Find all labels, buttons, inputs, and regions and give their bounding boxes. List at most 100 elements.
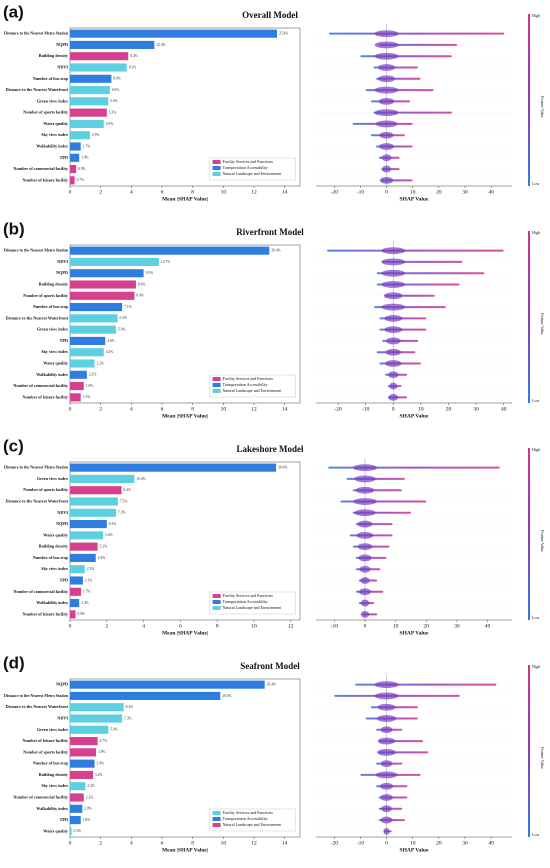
x-tick-label: 40 [488, 189, 494, 195]
category-label: TPD [60, 155, 68, 160]
bar [70, 359, 95, 368]
shap-cluster [360, 599, 370, 607]
bar [70, 599, 80, 608]
category-label: Distance to the Nearest Waterfront [6, 704, 69, 709]
bar [70, 291, 135, 300]
category-label: Number of commercial facility [13, 794, 69, 799]
shap-cluster [379, 143, 395, 150]
bar [70, 29, 277, 38]
shap-cluster [379, 176, 394, 184]
colorbar [528, 231, 530, 403]
category-label: Sky view index [41, 132, 69, 137]
value-label: 1.8% [86, 384, 94, 388]
category-label: Number of sports facility [23, 110, 69, 115]
x-tick-label: 4 [130, 189, 133, 195]
colorbar-low: Low [532, 181, 539, 186]
x-tick-label: -20 [334, 406, 342, 412]
colorbar-label: Feature Value [540, 96, 545, 118]
shap-cluster [381, 805, 393, 813]
x-tick-label: 0 [69, 189, 72, 195]
value-label: 6.3% [120, 316, 128, 320]
bar [70, 131, 90, 140]
bar [70, 165, 77, 174]
value-label: 9.5% [146, 271, 154, 275]
bar [70, 520, 107, 529]
category-label: Distance to the Nearest Metro Station [4, 693, 69, 698]
shap-cluster [380, 816, 393, 824]
value-label: 28.4% [271, 248, 280, 252]
category-label: Walkability index [36, 600, 69, 605]
x-tick-label: -20 [331, 189, 339, 195]
value-label: 5.4% [105, 533, 113, 537]
shap-cluster [384, 314, 403, 322]
shap-cluster [374, 86, 399, 94]
plot-frame [69, 27, 301, 187]
category-label: Green view index [37, 727, 69, 732]
category-label: Sky view index [41, 349, 69, 354]
legend-box [209, 808, 296, 832]
shap-cluster [381, 258, 406, 266]
shap-cluster [377, 703, 396, 711]
value-label: 5.3% [109, 110, 117, 114]
shap-cluster [381, 154, 392, 162]
shap-cluster [380, 726, 393, 734]
value-label: 0.7% [77, 178, 85, 182]
bar [70, 816, 81, 825]
bar [70, 553, 96, 562]
shap-cluster [376, 715, 397, 722]
bar [70, 269, 144, 278]
legend-swatch [212, 377, 221, 381]
value-label: 20.4% [222, 694, 231, 698]
value-label: 6.3% [109, 522, 117, 526]
value-label: 1.4% [81, 601, 89, 605]
x-tick-label: 0 [385, 189, 388, 195]
x-axis-label: Mean |SHAP Value| [162, 196, 208, 202]
x-tick-label: 20 [446, 406, 452, 412]
shap-cluster [377, 748, 397, 756]
shap-cluster [383, 292, 403, 300]
value-label: 3.2% [97, 361, 105, 365]
value-label: 8.4% [136, 294, 144, 298]
shap-cluster [378, 97, 395, 105]
bar [70, 393, 81, 402]
bar [70, 303, 123, 312]
bar [70, 748, 97, 757]
shap-cluster [374, 692, 399, 700]
legend-label: Natural Landscape and Environment [223, 822, 283, 827]
x-tick-label: 10 [410, 189, 416, 195]
category-label: Sky view index [41, 783, 69, 788]
colorbar-high: High [532, 447, 540, 452]
x-tick-label: 2 [99, 189, 102, 195]
bar [70, 325, 116, 334]
value-label: 5.9% [110, 728, 118, 732]
shap-cluster [357, 520, 373, 528]
bar [70, 508, 116, 517]
bar [70, 691, 221, 700]
colorbar-high: High [532, 13, 540, 18]
shap-cluster [389, 382, 398, 390]
category-label: Building density [39, 544, 69, 549]
shap-cluster [359, 565, 371, 573]
legend-box [209, 591, 296, 615]
x-tick-label: 10 [418, 406, 424, 412]
bar [70, 176, 75, 185]
shap-cluster [384, 326, 403, 334]
shap-cluster [353, 464, 377, 472]
value-label: 12.7% [161, 260, 170, 264]
value-label: 2.2% [89, 373, 97, 377]
x-tick-label: 6 [161, 840, 164, 846]
x-tick-label: 20 [424, 623, 430, 629]
x-tick-label: 14 [282, 189, 288, 195]
legend-swatch [212, 594, 221, 598]
chart-title: Lakeshore Model [236, 444, 304, 454]
category-label: Number of commercial facility [13, 589, 69, 594]
category-label: Number of bus stop [33, 76, 69, 81]
category-label: NQPD [56, 42, 68, 47]
category-label: Number of sports facility [23, 749, 69, 754]
shap-cluster [381, 281, 406, 288]
value-label: 8.4% [124, 488, 131, 492]
legend-label: Transportation Accessibility [223, 599, 268, 604]
value-label: 0.9% [78, 612, 86, 616]
value-label: 7.3% [118, 511, 126, 515]
legend-box [209, 157, 296, 181]
